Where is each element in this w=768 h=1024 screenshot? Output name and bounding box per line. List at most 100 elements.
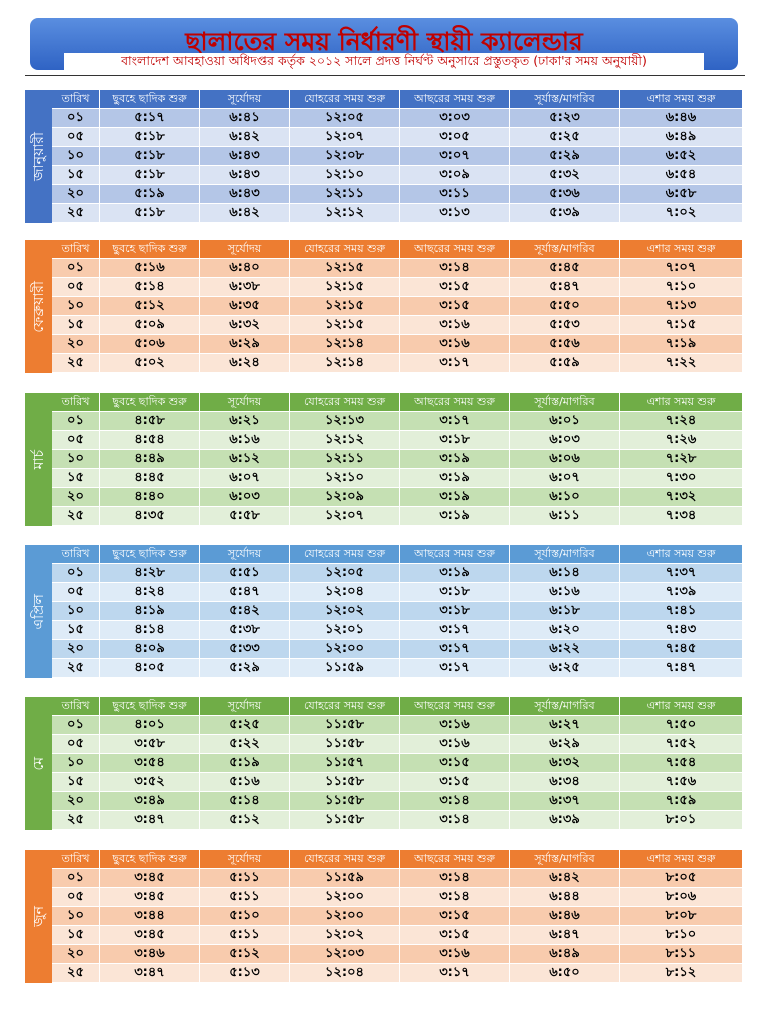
time-cell: ৩:১৭	[400, 640, 510, 658]
time-cell: ৩:১৯	[400, 507, 510, 525]
time-cell: ৭:৫৬	[620, 773, 743, 791]
time-cell: ৬:০৭	[510, 469, 620, 487]
time-cell: ৪:২৮	[100, 564, 200, 582]
time-cell: ৫:৪৫	[510, 259, 620, 277]
time-cell: ৩:১৬	[400, 716, 510, 734]
date-cell: ২০	[52, 335, 100, 353]
time-cell: ৫:১৪	[200, 792, 290, 810]
column-header: তারিখ	[52, 240, 100, 258]
month-name: জানুয়ারী	[30, 132, 47, 181]
table-row: ২৫ ৩:৪৭ ৫:১২ ১১:৫৮ ৩:১৪ ৬:৩৯ ৮:০১	[52, 811, 743, 830]
time-cell: ৩:১৮	[400, 431, 510, 449]
time-cell: ৩:১৭	[400, 659, 510, 677]
column-header: এশার সময় শুরু	[620, 545, 743, 563]
time-cell: ১১:৫৮	[290, 792, 400, 810]
time-cell: ৩:৫৪	[100, 754, 200, 772]
time-cell: ৩:১৯	[400, 564, 510, 582]
time-cell: ১২:০২	[290, 926, 400, 944]
time-cell: ৩:৪৫	[100, 926, 200, 944]
time-cell: ১২:০৩	[290, 945, 400, 963]
time-cell: ১২:০১	[290, 621, 400, 639]
time-cell: ৬:০৩	[200, 488, 290, 506]
table-row: ২০ ৫:০৬ ৬:২৯ ১২:১৪ ৩:১৬ ৫:৫৬ ৭:১৯	[52, 335, 743, 354]
table-row: ০১ ৪:৫৮ ৬:২১ ১২:১৩ ৩:১৭ ৬:০১ ৭:২৪	[52, 412, 743, 431]
table-row: ০১ ৪:০১ ৫:২৫ ১১:৫৮ ৩:১৬ ৬:২৭ ৭:৫০	[52, 716, 743, 735]
time-cell: ৫:২৯	[200, 659, 290, 677]
time-cell: ৫:৩৩	[200, 640, 290, 658]
column-header: ছুবহে ছাদিক শুরু	[100, 393, 200, 411]
time-cell: ৫:১৮	[100, 204, 200, 222]
time-cell: ৪:৫৮	[100, 412, 200, 430]
date-cell: ১০	[52, 907, 100, 925]
time-cell: ৬:২১	[200, 412, 290, 430]
table: তারিখ ছুবহে ছাদিক শুরু সূর্যোদয় যোহরের সময…	[52, 545, 743, 678]
time-cell: ৩:১৩	[400, 204, 510, 222]
month-block: ফেব্রুয়ারী তারিখ ছুবহে ছাদিক শুরু সূর্যোদয…	[25, 240, 743, 373]
time-cell: ৬:৫৮	[620, 185, 743, 203]
column-header: তারিখ	[52, 850, 100, 868]
time-cell: ৩:১৬	[400, 945, 510, 963]
time-cell: ৩:১৪	[400, 811, 510, 829]
table: তারিখ ছুবহে ছাদিক শুরু সূর্যোদয় যোহরের সময…	[52, 850, 743, 983]
time-cell: ৭:৪৭	[620, 659, 743, 677]
column-header: আছরের সময় শুরু	[400, 545, 510, 563]
column-header: যোহরের সময় শুরু	[290, 90, 400, 108]
table-row: ১০ ৫:১২ ৬:৩৫ ১২:১৫ ৩:১৫ ৫:৫০ ৭:১৩	[52, 297, 743, 316]
time-cell: ৩:১৬	[400, 735, 510, 753]
time-cell: ৩:১৪	[400, 792, 510, 810]
time-cell: ৬:৩৫	[200, 297, 290, 315]
time-cell: ৩:১৫	[400, 926, 510, 944]
time-cell: ৬:৪১	[200, 109, 290, 127]
header-row: তারিখ ছুবহে ছাদিক শুরু সূর্যোদয় যোহরের সময…	[52, 90, 743, 109]
header-banner: ছালাতের সময় নির্ধারণী স্থায়ী ক্যালেন্ড…	[30, 18, 738, 73]
date-cell: ১৫	[52, 166, 100, 184]
time-cell: ৫:১৮	[100, 166, 200, 184]
time-cell: ৩:১৬	[400, 316, 510, 334]
time-cell: ৩:৪৬	[100, 945, 200, 963]
date-cell: ২০	[52, 488, 100, 506]
date-cell: ১০	[52, 602, 100, 620]
time-cell: ৫:১২	[200, 945, 290, 963]
month-name: এপ্রিল	[30, 593, 47, 630]
time-cell: ৭:৩৭	[620, 564, 743, 582]
column-header: আছরের সময় শুরু	[400, 90, 510, 108]
time-cell: ১২:০২	[290, 602, 400, 620]
time-cell: ৫:২৫	[200, 716, 290, 734]
time-cell: ৫:৩৯	[510, 204, 620, 222]
time-cell: ৩:১৫	[400, 754, 510, 772]
time-cell: ১২:০০	[290, 640, 400, 658]
table-row: ১৫ ৪:৪৫ ৬:০৭ ১২:১০ ৩:১৯ ৬:০৭ ৭:৩০	[52, 469, 743, 488]
time-cell: ৩:০৭	[400, 147, 510, 165]
time-cell: ৩:১৭	[400, 964, 510, 982]
time-cell: ৩:০৫	[400, 128, 510, 146]
table-row: ২০ ৩:৪৯ ৫:১৪ ১১:৫৮ ৩:১৪ ৬:৩৭ ৭:৫৯	[52, 792, 743, 811]
time-cell: ৫:০২	[100, 354, 200, 372]
time-cell: ১২:০৫	[290, 564, 400, 582]
time-cell: ৬:৩২	[200, 316, 290, 334]
time-cell: ৩:১৬	[400, 335, 510, 353]
time-cell: ৩:০৩	[400, 109, 510, 127]
time-cell: ৮:০৫	[620, 869, 743, 887]
time-cell: ৪:১৪	[100, 621, 200, 639]
month-name: ফেব্রুয়ারী	[30, 280, 47, 333]
time-cell: ৬:০৬	[510, 450, 620, 468]
time-cell: ৩:১৫	[400, 278, 510, 296]
table: তারিখ ছুবহে ছাদিক শুরু সূর্যোদয় যোহরের সময…	[52, 697, 743, 830]
column-header: সূর্যোদয়	[200, 90, 290, 108]
time-cell: ৭:১৯	[620, 335, 743, 353]
time-cell: ৫:১২	[100, 297, 200, 315]
time-cell: ৭:৫২	[620, 735, 743, 753]
divider	[25, 75, 745, 76]
time-cell: ৬:৪৩	[200, 185, 290, 203]
time-cell: ৩:৪৫	[100, 888, 200, 906]
time-cell: ৭:২৪	[620, 412, 743, 430]
column-header: সূর্যাস্ত/মাগরিব	[510, 697, 620, 715]
date-cell: ১০	[52, 147, 100, 165]
month-name: মার্চ	[30, 449, 47, 470]
time-cell: ৩:৫২	[100, 773, 200, 791]
time-cell: ৫:১৬	[200, 773, 290, 791]
date-cell: ১৫	[52, 469, 100, 487]
time-cell: ৬:৪২	[510, 869, 620, 887]
column-header: তারিখ	[52, 90, 100, 108]
time-cell: ১১:৫৭	[290, 754, 400, 772]
